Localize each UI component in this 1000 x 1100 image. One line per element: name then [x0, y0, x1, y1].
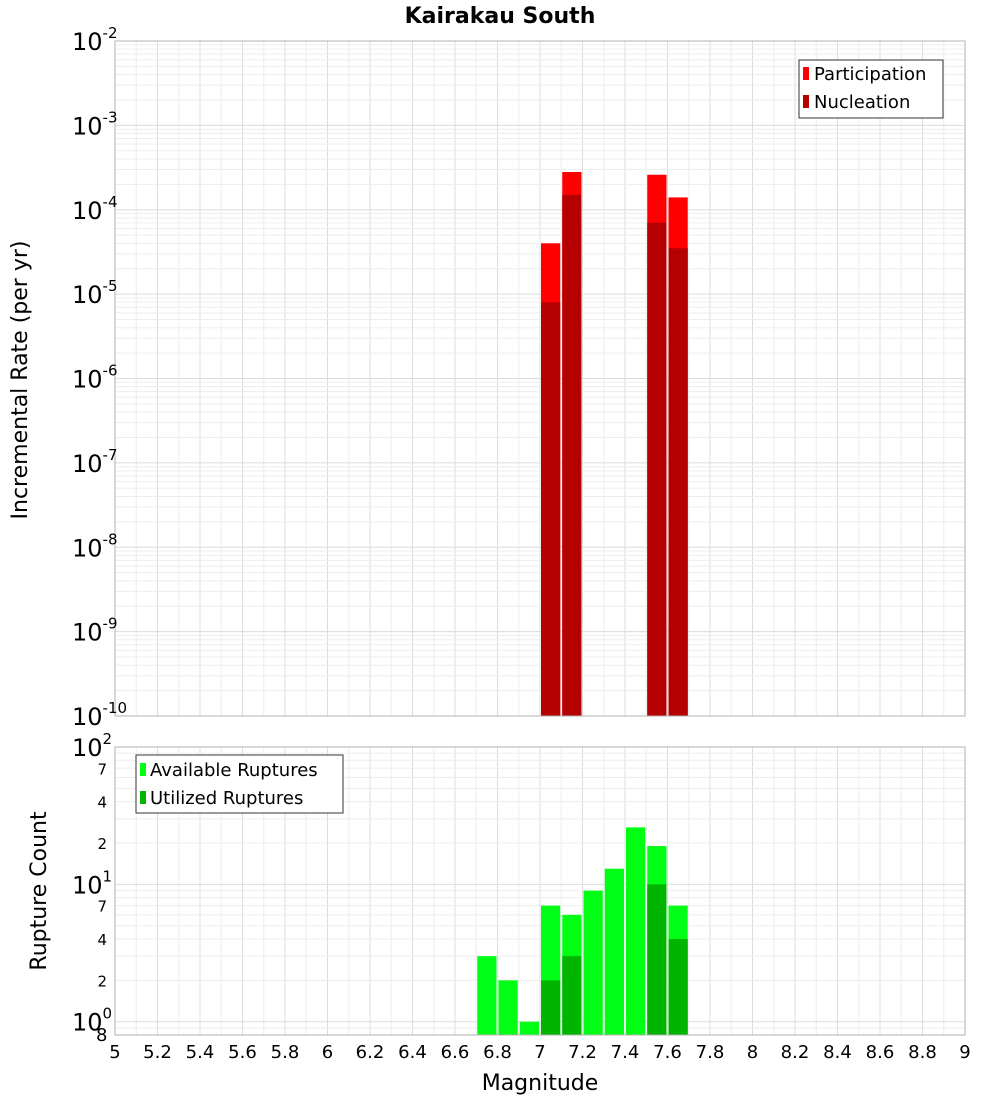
x-tick-label: 7.2 [568, 1042, 597, 1063]
count-bar-available-ruptures [604, 868, 624, 1035]
x-tick-label: 8.2 [781, 1042, 810, 1063]
bottom-y-axis-label: Rupture Count [27, 811, 52, 971]
rate-bar-nucleation [647, 222, 667, 716]
x-tick-label: 5.6 [228, 1042, 257, 1063]
x-tick-label: 6 [322, 1042, 333, 1063]
x-tick-label: 6.4 [398, 1042, 427, 1063]
y-tick-label: 10-4 [72, 193, 118, 225]
y-tick-label: 2 [97, 972, 107, 990]
x-tick-label: 8.8 [908, 1042, 937, 1063]
x-tick-label: 9 [959, 1042, 970, 1063]
y-tick-label: 10-9 [72, 615, 118, 647]
top-y-tick-labels: 10-10 10-9 10-8 10-7 10-6 10-5 10-4 10-3 10-2 [72, 24, 127, 731]
x-tick-label: 6.6 [441, 1042, 470, 1063]
y-tick-label: 10-7 [72, 446, 118, 478]
x-tick-label: 5.4 [186, 1042, 215, 1063]
legend-swatch-nucleation [803, 95, 809, 108]
x-axis-label: Magnitude [482, 1071, 599, 1096]
y-tick-label: 2 [97, 835, 107, 853]
y-tick-label: 8 [96, 1025, 107, 1046]
bottom-legend: Available Ruptures Utilized Ruptures [135, 754, 344, 814]
x-tick-label: 7.6 [653, 1042, 682, 1063]
legend-label-available-ruptures: Available Ruptures [150, 760, 318, 781]
top-plot-frame [114, 40, 966, 717]
y-tick-label: 4 [97, 794, 107, 812]
count-bar-utilized-ruptures [541, 980, 561, 1035]
count-bar-available-ruptures [626, 827, 646, 1035]
legend-label-utilized-ruptures: Utilized Ruptures [150, 788, 303, 809]
x-tick-label: 8.6 [866, 1042, 895, 1063]
count-bar-available-ruptures [477, 956, 497, 1035]
x-tick-label: 7.8 [696, 1042, 725, 1063]
count-bar-utilized-ruptures [562, 956, 582, 1035]
top-legend: Participation Nucleation [798, 59, 944, 119]
x-tick-label: 6.8 [483, 1042, 512, 1063]
y-tick-label: 10-5 [72, 277, 118, 309]
count-bar-utilized-ruptures [647, 884, 667, 1035]
bottom-plot-frame [114, 746, 966, 1036]
legend-swatch-participation [803, 67, 809, 80]
x-tick-label: 5.2 [143, 1042, 172, 1063]
legend-swatch-utilized-ruptures [140, 791, 146, 804]
top-plot-bars [541, 172, 688, 717]
count-bar-available-ruptures [583, 890, 603, 1035]
top-plot-grid [114, 41, 966, 717]
y-tick-label: 100 [72, 1005, 112, 1037]
count-bar-available-ruptures [498, 980, 518, 1035]
y-tick-label: 10-8 [72, 530, 118, 562]
x-tick-label: 8 [747, 1042, 758, 1063]
x-tick-label: 7 [534, 1042, 545, 1063]
count-bar-available-ruptures [519, 1021, 539, 1035]
bottom-legend-box [135, 754, 344, 814]
chart-title: Kairakau South [405, 4, 596, 29]
y-tick-label: 101 [72, 867, 112, 899]
y-tick-label: 7 [97, 760, 107, 778]
y-tick-label: 10-2 [72, 24, 118, 56]
bottom-plot-bars [477, 827, 688, 1035]
y-tick-label: 10-3 [72, 108, 118, 140]
rate-bar-nucleation [668, 248, 688, 717]
top-y-axis-label: Incremental Rate (per yr) [8, 241, 33, 520]
rate-bar-nucleation [562, 194, 582, 716]
x-tick-label: 7.4 [611, 1042, 640, 1063]
legend-label-nucleation: Nucleation [814, 92, 910, 113]
y-tick-label: 10-6 [72, 362, 118, 394]
legend-swatch-available-ruptures [140, 763, 146, 776]
y-tick-label: 7 [97, 898, 107, 916]
top-legend-box [798, 59, 944, 119]
rate-bar-nucleation [541, 302, 561, 716]
x-tick-label: 6.2 [356, 1042, 385, 1063]
y-tick-label: 4 [97, 931, 107, 949]
x-tick-label: 5 [109, 1042, 120, 1063]
x-tick-label: 5.8 [271, 1042, 300, 1063]
x-tick-label: 8.4 [823, 1042, 852, 1063]
y-tick-label: 102 [72, 730, 112, 762]
x-tick-labels: 5 5.2 5.4 5.6 5.8 6 6.2 6.4 6.6 6.8 7 7.2 7.4 7.6 7.8 8… [109, 1042, 970, 1063]
y-tick-label: 10-10 [72, 699, 127, 731]
legend-label-participation: Participation [814, 64, 926, 85]
count-bar-utilized-ruptures [668, 939, 688, 1035]
